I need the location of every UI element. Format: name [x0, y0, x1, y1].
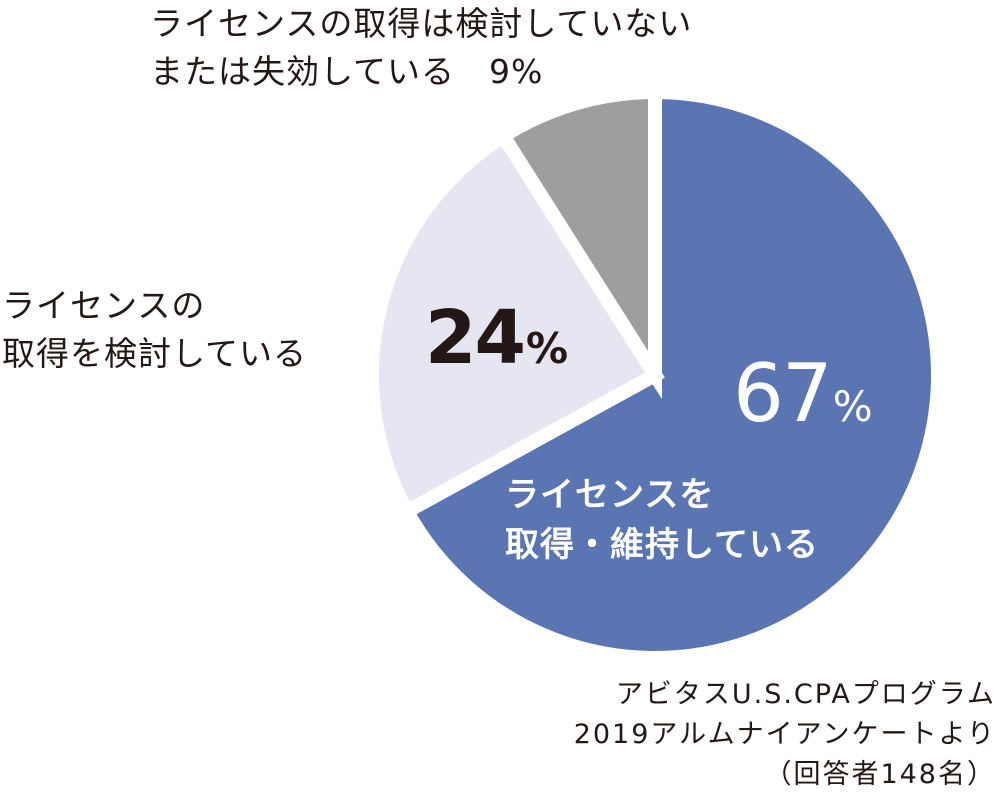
source-note: アビタスU.S.CPAプログラム 2019アルムナイアンケートより （回答者14… [574, 675, 996, 795]
slice-value-considering: 24% [425, 295, 568, 381]
slice-label-considering-line-2: 取得を検討している [2, 334, 308, 373]
slice-value-holding-number: 67 [733, 347, 833, 440]
source-note-line-2: 2019アルムナイアンケートより [573, 719, 996, 750]
slice-label-holding-line-2: 取得・維持している [505, 525, 819, 565]
slice-value-considering-number: 24 [425, 295, 526, 381]
slice-label-not-considering: ライセンスの取得は検討していない または失効している 9% [150, 0, 692, 96]
slice-label-not-considering-line-1: ライセンスの取得は検討していない [150, 4, 693, 43]
pie-slice-holding [397, 84, 945, 665]
slice-label-considering-line-1: ライセンスの [2, 286, 206, 325]
source-note-line-1: アビタスU.S.CPAプログラム [615, 679, 996, 710]
pie-slice-not-considering [493, 84, 662, 400]
slice-label-holding-line-1: ライセンスを [505, 475, 715, 515]
slice-value-holding: 67% [733, 347, 873, 440]
slice-value-holding-percent: % [832, 382, 873, 431]
slice-value-considering-percent: % [525, 324, 569, 373]
source-note-line-3: （回答者148名） [764, 759, 996, 790]
pie-slice-considering [365, 126, 665, 521]
pie-slices [365, 84, 945, 665]
slice-label-holding: ライセンスを 取得・維持している [505, 470, 819, 570]
slice-label-not-considering-line-2: または失効している 9% [150, 52, 544, 91]
slice-label-considering: ライセンスの 取得を検討している [2, 282, 307, 378]
